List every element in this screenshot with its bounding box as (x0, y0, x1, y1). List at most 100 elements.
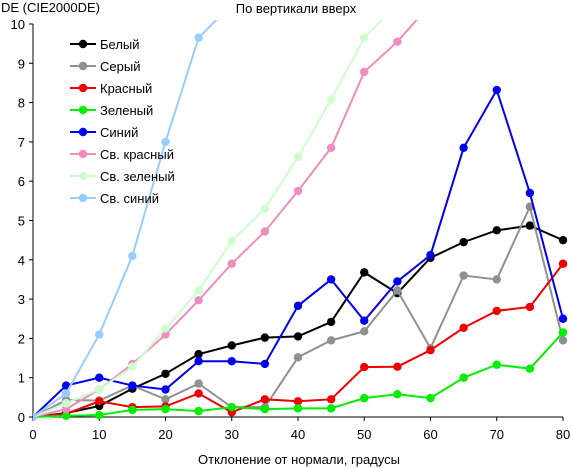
legend-label: Белый (100, 37, 140, 52)
y-tick-label: 2 (18, 331, 25, 346)
legend-marker (78, 83, 88, 93)
y-tick-label: 9 (18, 56, 25, 71)
series-layer (33, 20, 568, 422)
legend-label: Серый (100, 59, 140, 74)
x-tick-label: 70 (490, 427, 504, 442)
data-point (95, 330, 104, 339)
data-point (227, 356, 236, 366)
data-point (61, 389, 71, 398)
series-7 (33, 20, 384, 422)
legend-marker (78, 61, 88, 71)
data-point (326, 404, 336, 413)
data-point (293, 301, 303, 310)
data-point (558, 314, 568, 323)
data-point (161, 324, 170, 333)
data-point (293, 186, 303, 196)
data-point (260, 395, 270, 404)
axes: 0 1 2 3 4 5 6 7 8 9 10 0 10 20 30 40 50 60 70 80 (11, 17, 571, 442)
data-point (61, 404, 71, 414)
data-point (426, 345, 435, 355)
data-point (459, 323, 468, 332)
data-point (161, 385, 170, 394)
data-point (558, 259, 568, 268)
data-point (161, 369, 170, 378)
x-tick-label: 30 (225, 427, 239, 442)
data-point (360, 393, 369, 403)
data-point (293, 152, 303, 162)
legend-label: Св. красный (100, 147, 174, 162)
data-point (95, 385, 104, 394)
data-point (33, 412, 38, 422)
data-point (128, 362, 137, 371)
legend-marker (78, 39, 88, 49)
data-point (326, 317, 336, 327)
series-5 (33, 85, 568, 422)
series-line (33, 224, 564, 418)
y-tick-label: 7 (18, 135, 25, 150)
data-point (393, 277, 402, 286)
data-point (525, 188, 535, 198)
data-point (61, 399, 71, 408)
data-point (227, 259, 236, 268)
data-point (426, 393, 435, 403)
data-point (360, 268, 369, 277)
data-point (260, 404, 270, 414)
legend-label: Красный (100, 81, 152, 96)
data-point (360, 327, 369, 336)
data-point (194, 379, 203, 388)
legend-marker (78, 193, 88, 203)
data-point (459, 143, 468, 152)
legend: Белый Серый Красный Зеленый Синий Св. красный… (70, 37, 175, 206)
data-point (128, 405, 137, 415)
data-point (492, 360, 501, 369)
x-tick-label: 40 (291, 427, 305, 442)
series-line (33, 203, 564, 418)
series-1 (33, 221, 568, 422)
legend-marker (78, 127, 88, 137)
data-point (194, 33, 203, 42)
data-point (161, 395, 170, 404)
data-point (260, 204, 270, 213)
data-point (194, 356, 203, 366)
legend-marker (78, 149, 88, 159)
data-point (260, 227, 270, 236)
data-point (161, 404, 170, 414)
x-tick-label: 10 (92, 427, 106, 442)
legend-label: Зеленый (100, 103, 153, 118)
data-point (326, 143, 336, 152)
data-point (492, 275, 501, 284)
y-tick-label: 8 (18, 96, 25, 111)
data-point (95, 373, 104, 382)
x-tick-label: 0 (29, 427, 36, 442)
data-point (128, 381, 137, 390)
data-point (326, 95, 336, 104)
data-point (194, 406, 203, 416)
series-line (33, 20, 384, 418)
data-point (194, 349, 203, 359)
data-point (194, 389, 203, 398)
data-point (227, 402, 236, 412)
data-point (393, 362, 402, 371)
data-point (360, 67, 369, 77)
x-tick-label: 80 (556, 427, 570, 442)
data-point (360, 316, 369, 325)
data-point (61, 411, 71, 421)
data-point (227, 236, 236, 246)
data-point (459, 237, 468, 247)
legend-marker (78, 171, 88, 181)
data-point (492, 226, 501, 235)
data-point (194, 286, 203, 295)
data-point (459, 271, 468, 280)
legend-label: Св. синий (100, 191, 159, 206)
data-point (293, 353, 303, 362)
data-point (326, 395, 336, 404)
data-point (360, 33, 369, 42)
data-point (558, 336, 568, 345)
y-tick-label: 1 (18, 371, 25, 386)
data-point (128, 251, 137, 261)
data-point (95, 397, 104, 406)
data-point (393, 390, 402, 399)
data-point (326, 275, 336, 284)
data-point (260, 359, 270, 369)
